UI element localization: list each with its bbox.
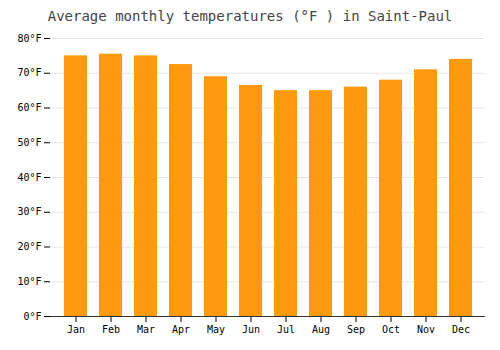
svg-text:60°F: 60°F — [17, 102, 41, 113]
svg-text:20°F: 20°F — [17, 241, 41, 252]
svg-text:Jun: Jun — [242, 324, 260, 335]
svg-text:Mar: Mar — [137, 324, 155, 335]
svg-text:Oct: Oct — [382, 324, 400, 335]
svg-text:0°F: 0°F — [23, 311, 41, 322]
svg-text:40°F: 40°F — [17, 172, 41, 183]
svg-text:May: May — [207, 324, 225, 335]
html-text:Average monthly temperatures (: Average monthly temperatures (°F ) in Sa… — [47, 8, 453, 24]
svg-text:Feb: Feb — [102, 324, 120, 335]
svg-text:30°F: 30°F — [17, 206, 41, 217]
svg-text:Apr: Apr — [172, 324, 190, 335]
svg-text:Sep: Sep — [347, 324, 365, 335]
svg-text:80°F: 80°F — [17, 33, 41, 44]
svg-text:Aug: Aug — [312, 324, 330, 335]
svg-text:Jul: Jul — [277, 324, 295, 335]
svg-text:Nov: Nov — [417, 324, 435, 335]
svg-text:Dec: Dec — [452, 324, 470, 335]
svg-text:Jan: Jan — [67, 324, 85, 335]
svg-text:50°F: 50°F — [17, 137, 41, 148]
svg-text:70°F: 70°F — [17, 67, 41, 78]
svg-text:10°F: 10°F — [17, 276, 41, 287]
